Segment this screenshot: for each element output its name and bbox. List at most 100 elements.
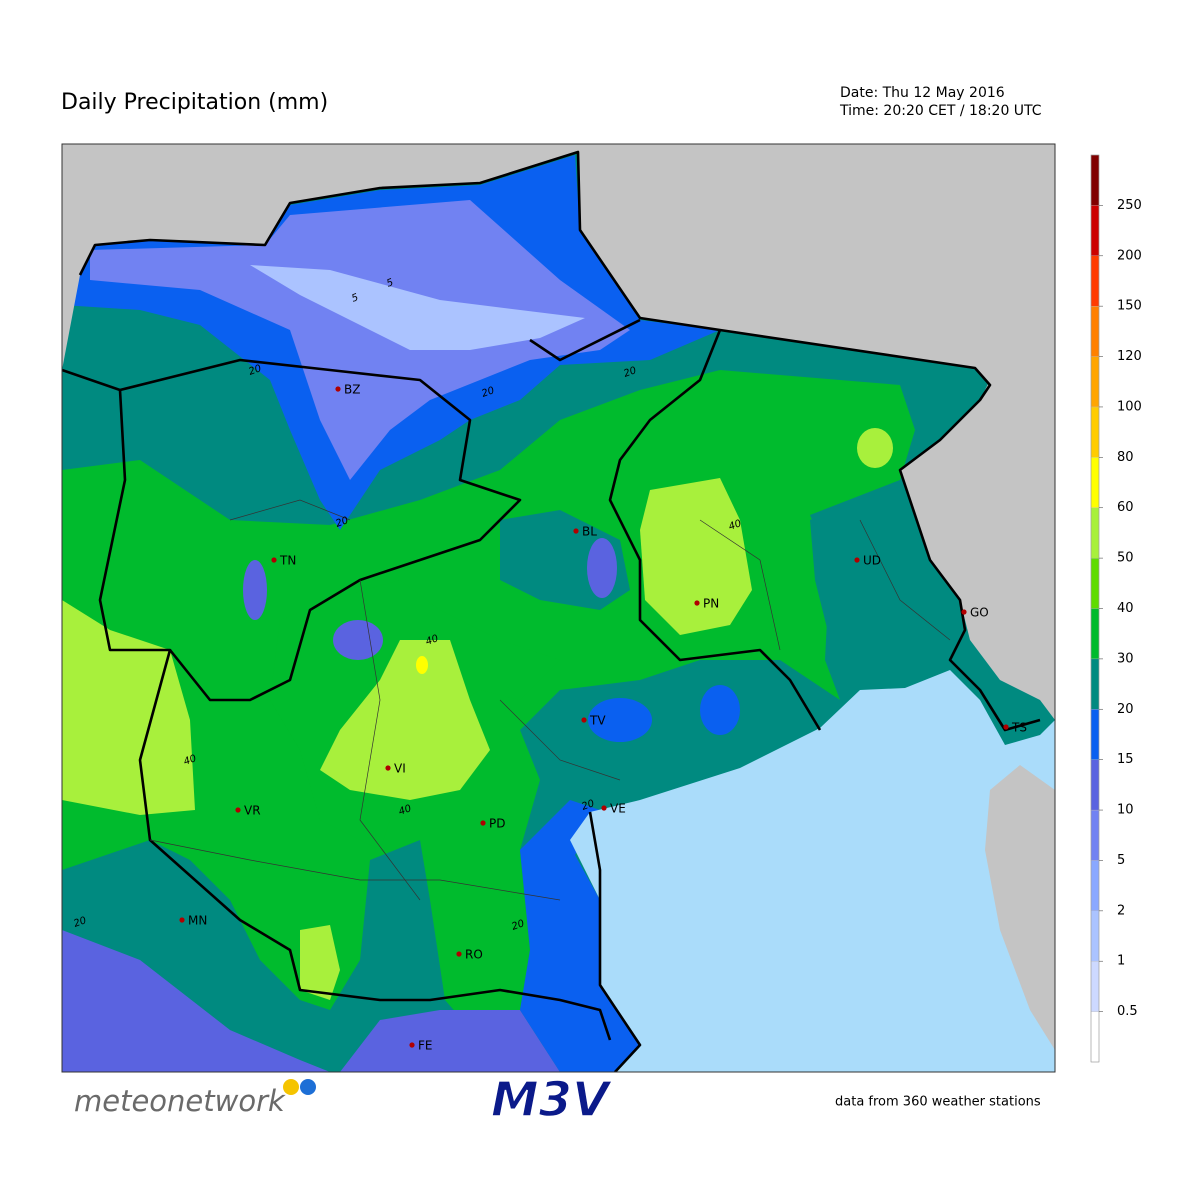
city-label: VR	[244, 804, 261, 818]
rain-area-1-2	[250, 265, 585, 350]
region-border	[62, 368, 612, 1041]
colorbar-tick-label: 100	[1117, 399, 1142, 414]
colorbar-tick-label: 60	[1117, 500, 1134, 515]
colorbar-swatch	[1090, 608, 1100, 660]
rain-area-10-15	[587, 538, 617, 598]
colorbar-tick-label: 150	[1117, 299, 1142, 314]
colorbar-tick-label: 250	[1117, 198, 1142, 213]
colorbar-tick-label: 200	[1117, 248, 1142, 263]
rain-area-40-50	[300, 925, 340, 1000]
rain-area-10-15	[62, 930, 330, 1072]
cities: BZ TN BL UD PN GO TV VI VR PD VE MN RO TS FE	[179, 383, 1027, 1053]
city-dot	[335, 386, 341, 392]
rain-area-40-50	[320, 640, 490, 800]
city-label: PN	[703, 597, 719, 611]
rain-area-5-10	[90, 200, 630, 480]
title: Daily Precipitation (mm)	[61, 90, 328, 115]
city-label: UD	[863, 554, 881, 568]
city-dot	[271, 557, 277, 563]
city-label: VI	[394, 762, 406, 776]
colorbar-tick-label: 20	[1117, 702, 1134, 717]
rain-area-10-15	[340, 1010, 560, 1072]
city-dot	[456, 951, 462, 957]
outside-area	[985, 765, 1055, 1050]
city-dot	[235, 807, 241, 813]
rain-area-40-50	[640, 478, 752, 635]
colorbar-tick-label: 1	[1117, 954, 1125, 969]
colorbar-swatch	[1090, 759, 1100, 811]
colorbar-swatch	[1090, 507, 1100, 559]
logo-dot	[300, 1079, 316, 1095]
contour-label: 5	[385, 277, 395, 290]
city-label: GO	[970, 606, 989, 620]
colorbar-swatch	[1090, 457, 1100, 508]
city-label: VE	[610, 802, 626, 816]
colorbar-swatch	[1090, 154, 1100, 206]
time: Time: 20:20 CET / 18:20 UTC	[839, 103, 1042, 119]
city-dot	[961, 609, 967, 615]
logo-meteonetwork: meteonetwork	[74, 1084, 286, 1118]
colorbar-swatch	[1090, 306, 1100, 357]
colorbar: 0.5 1 2 5 10 15 20 30 40 50 60 80 100 120 150 200 250	[1090, 154, 1142, 1063]
city-dot	[854, 557, 860, 563]
outside-area	[900, 380, 1055, 720]
colorbar-swatch	[1090, 557, 1100, 609]
rain-area-10-15	[333, 620, 383, 660]
city-label: TS	[1011, 721, 1027, 735]
city-dot	[385, 765, 391, 771]
colorbar-tick-label: 120	[1117, 349, 1142, 364]
colorbar-tick-label: 0.5	[1117, 1004, 1138, 1019]
rain-area-10-15	[243, 560, 267, 620]
city-label: BZ	[344, 383, 360, 397]
contour-label: 40	[424, 633, 440, 648]
contour-label: 5	[350, 292, 360, 305]
city-dot	[409, 1042, 415, 1048]
contour-labels: 5 5 20 20 20 20 40 40 40 40 20 20 20	[72, 277, 743, 933]
contour-label: 20	[510, 918, 526, 933]
city-label: RO	[465, 948, 483, 962]
city-dot	[694, 600, 700, 606]
footer: data from 360 weather stations	[835, 1095, 1041, 1110]
province-border	[149, 499, 951, 901]
colorbar-swatch	[1090, 961, 1100, 1012]
colorbar-tick-label: 5	[1117, 853, 1125, 868]
city-label: MN	[188, 914, 207, 928]
rain-area-15-20	[588, 698, 652, 742]
colorbar-swatch	[1090, 809, 1100, 861]
colorbar-tick-label: 80	[1117, 450, 1134, 465]
colorbar-swatch	[1090, 255, 1100, 307]
colorbar-swatch	[1090, 709, 1100, 760]
region-border	[119, 358, 522, 702]
colorbar-swatch	[1090, 356, 1100, 408]
city-dot	[179, 917, 185, 923]
city-dot	[480, 820, 486, 826]
rain-area-15-20	[700, 685, 740, 735]
logo-m3v: M3V	[491, 1072, 613, 1128]
colorbar-swatch	[1090, 406, 1100, 458]
contour-label: 20	[72, 915, 88, 930]
colorbar-tick-label: 15	[1117, 752, 1134, 767]
map	[62, 144, 1055, 1072]
logo-dot	[283, 1079, 299, 1095]
city-label: PD	[489, 817, 505, 831]
city-dot	[573, 528, 579, 534]
colorbar-swatch	[1090, 910, 1100, 962]
colorbar-tick-label: 30	[1117, 651, 1134, 666]
contour-label: 40	[182, 753, 198, 768]
city-label: TN	[279, 554, 296, 568]
contour-label: 20	[622, 365, 638, 380]
contour-label: 40	[397, 803, 413, 818]
country-border	[78, 150, 1041, 732]
colorbar-swatch	[1090, 205, 1100, 256]
city-label: TV	[589, 714, 606, 728]
contour-label: 20	[247, 363, 263, 378]
contour-label: 20	[334, 515, 350, 530]
city-dot	[1003, 724, 1009, 730]
city-label: BL	[582, 525, 597, 539]
sea	[570, 670, 1055, 1072]
rain-area-20-30	[810, 500, 950, 690]
colorbar-tick-label: 10	[1117, 803, 1134, 818]
coastline	[588, 811, 642, 1072]
city-dot	[601, 805, 607, 811]
date: Date: Thu 12 May 2016	[840, 85, 1005, 101]
